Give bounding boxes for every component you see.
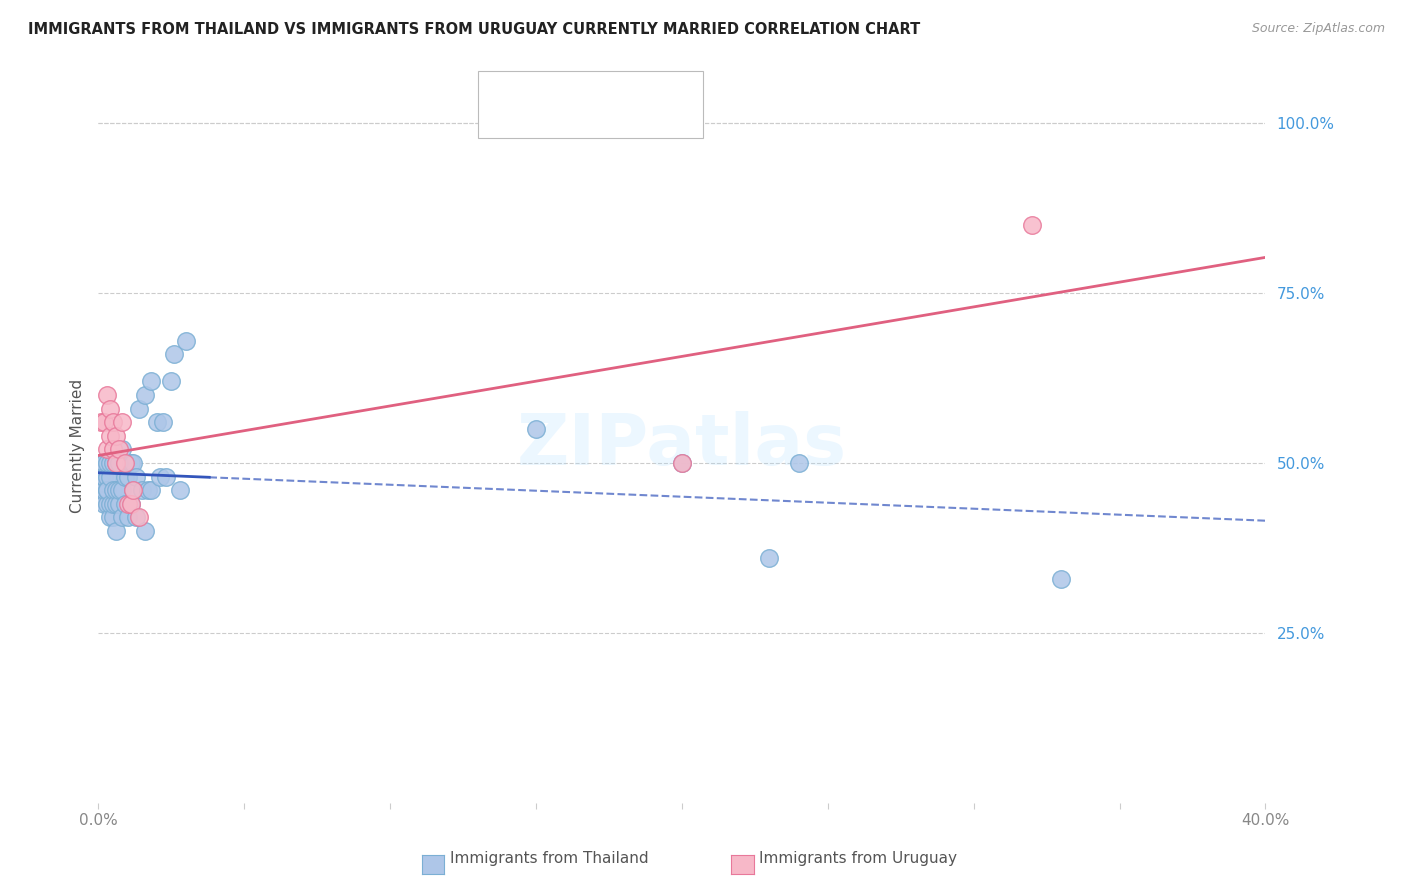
Point [1050,572,1073,586]
Text: IMMIGRANTS FROM THAILAND VS IMMIGRANTS FROM URUGUAY CURRENTLY MARRIED CORRELATIO: IMMIGRANTS FROM THAILAND VS IMMIGRANTS F… [28,22,921,37]
Point [104,456,127,470]
Point [90,476,112,491]
Point [114,469,136,483]
Point [758,551,780,566]
Point [111,442,134,457]
Text: 0.028: 0.028 [560,73,603,88]
Point [96,469,118,483]
Point [787,456,810,470]
Point [117,497,139,511]
Point [111,483,134,498]
Point [671,456,693,470]
Point [155,469,177,483]
Point [101,456,124,470]
Point [96,483,118,498]
Point [90,469,112,483]
Point [139,483,162,498]
Point [98,429,121,443]
Point [163,347,186,361]
Point [111,415,134,429]
Point [96,388,118,402]
Point [108,497,131,511]
Point [671,456,693,470]
Point [98,510,121,524]
Point [117,510,139,524]
Point [117,469,139,483]
Point [93,497,115,511]
Point [125,469,148,483]
Point [101,483,124,498]
Point [93,469,115,483]
Point [93,469,115,483]
Text: 63: 63 [651,73,671,88]
Point [104,456,127,470]
Point [90,415,112,429]
Point [104,524,127,538]
Point [93,456,115,470]
Point [104,483,127,498]
Point [101,442,124,457]
Point [134,524,156,538]
Point [139,375,162,389]
Point [101,415,124,429]
Point [134,388,156,402]
Point [114,497,136,511]
Point [111,510,134,524]
Point [128,401,150,416]
Text: R =: R = [520,100,554,115]
Point [174,334,197,348]
Point [93,415,115,429]
Point [1021,218,1043,232]
Y-axis label: Currently Married: Currently Married [69,379,84,513]
Point [125,510,148,524]
Point [160,375,183,389]
Point [120,456,142,470]
Point [136,483,159,498]
Text: N =: N = [612,100,655,115]
Point [146,415,169,429]
Text: R =: R = [520,73,554,88]
Point [90,456,112,470]
Point [98,469,121,483]
Point [114,456,136,470]
Point [96,497,118,511]
Point [169,483,191,498]
Text: Source: ZipAtlas.com: Source: ZipAtlas.com [1251,22,1385,36]
Point [98,401,121,416]
Point [98,497,121,511]
Text: Immigrants from Thailand: Immigrants from Thailand [450,852,648,866]
Point [149,469,172,483]
Text: 18: 18 [651,100,671,115]
Text: N =: N = [612,73,655,88]
Point [96,483,118,498]
Point [524,422,547,436]
Point [96,456,118,470]
Text: ZIPatlas: ZIPatlas [517,411,846,481]
Text: Immigrants from Uruguay: Immigrants from Uruguay [759,852,957,866]
Point [122,483,145,498]
Point [104,429,127,443]
Point [104,497,127,511]
Point [120,497,142,511]
Point [120,497,142,511]
Point [90,483,112,498]
Point [101,510,124,524]
Point [98,456,121,470]
Point [93,483,115,498]
Point [96,442,118,457]
Point [128,510,150,524]
Point [108,442,131,457]
Point [122,456,145,470]
Point [152,415,174,429]
Point [108,483,131,498]
Point [122,483,145,498]
Point [101,497,124,511]
Point [108,456,131,470]
Text: 0.574: 0.574 [560,100,603,115]
Point [131,483,153,498]
